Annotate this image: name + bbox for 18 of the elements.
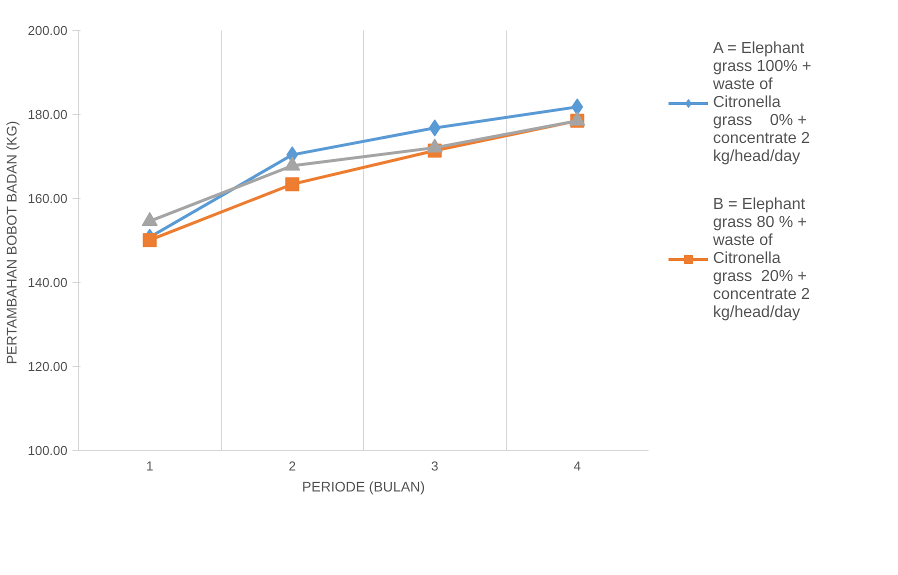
point <box>571 98 584 116</box>
x-tick-label: 2 <box>288 458 296 474</box>
y-tick-label: 140.00 <box>28 275 68 290</box>
y-tick-label: 200.00 <box>28 23 68 38</box>
x-axis-title: PERIODE (BULAN) <box>302 478 425 494</box>
x-tick-label: 3 <box>431 458 438 474</box>
legend-label: A = Elephant grass 100% + waste of Citronella grass 0% + concentrate 2 kg/head/day <box>713 40 812 166</box>
x-tick-label: 4 <box>574 458 581 474</box>
point <box>285 177 300 192</box>
legend-label: B = Elephant grass 80 % + waste of Citronella grass 20% + concentrate 2 kg/head/day <box>713 196 810 322</box>
y-tick-label: 120.00 <box>28 359 68 374</box>
point <box>142 233 157 248</box>
x-tick-label: 1 <box>146 458 154 474</box>
y-axis-title: PERTAMBAHAN BOBOT BADAN (KG) <box>4 120 20 364</box>
y-tick-label: 180.00 <box>28 107 68 122</box>
y-tick-label: 100.00 <box>28 443 68 458</box>
point <box>428 119 441 136</box>
y-tick-label: 160.00 <box>28 191 68 206</box>
